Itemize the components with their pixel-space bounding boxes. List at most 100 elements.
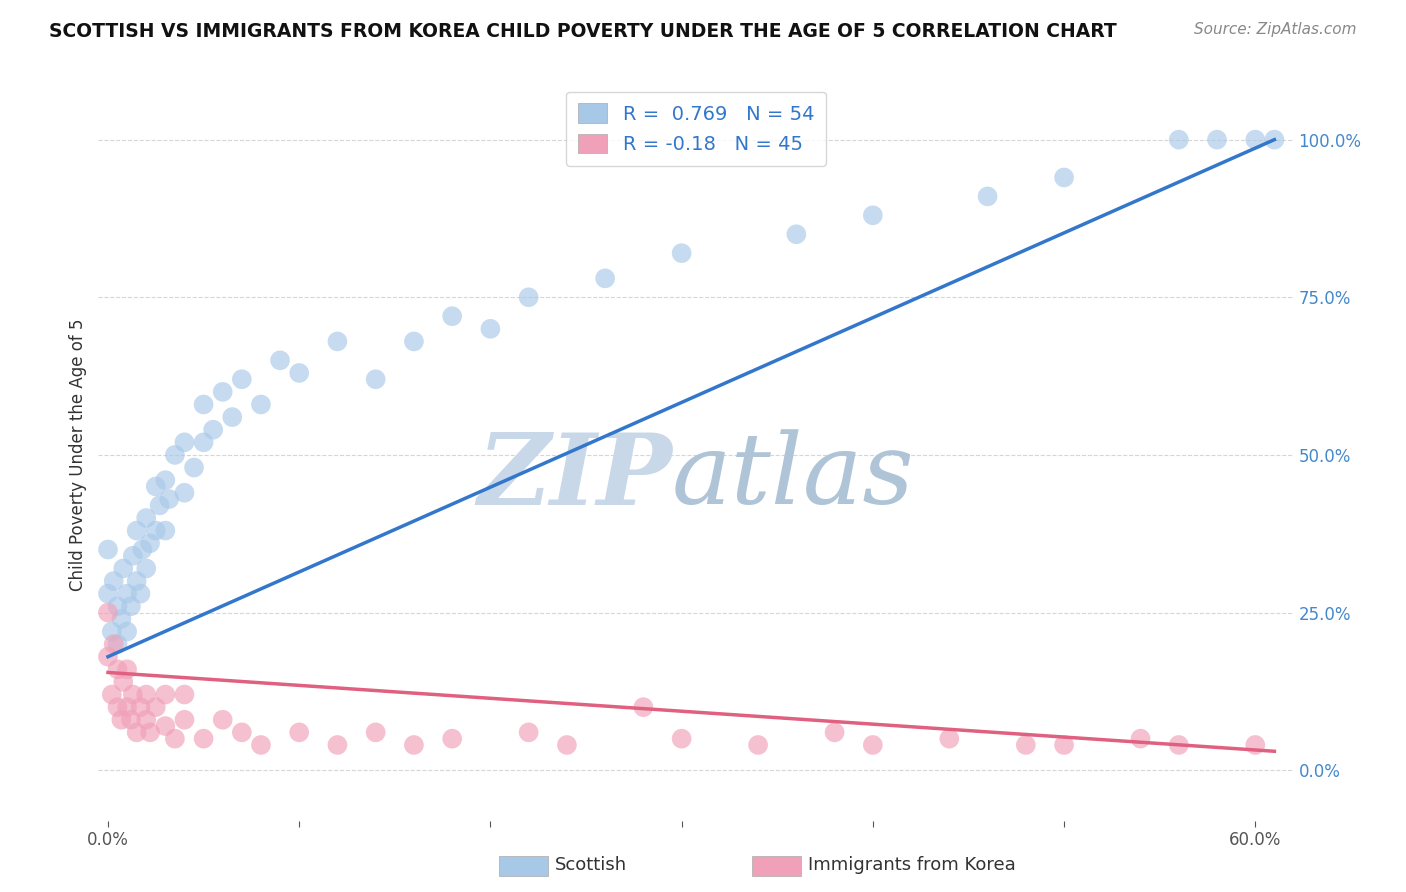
Text: ZIP: ZIP: [477, 429, 672, 525]
Point: [1167, 133, 1189, 147]
Point: [747, 738, 769, 752]
Point: [107, 700, 129, 714]
Point: [149, 499, 172, 513]
Point: [671, 246, 693, 260]
Text: Immigrants from Korea: Immigrants from Korea: [808, 856, 1017, 874]
Point: [269, 353, 291, 368]
Point: [221, 410, 243, 425]
Point: [976, 189, 998, 203]
Point: [441, 731, 464, 746]
Point: [135, 561, 157, 575]
Point: [441, 309, 464, 323]
Point: [1206, 133, 1229, 147]
Text: Scottish: Scottish: [555, 856, 627, 874]
Point: [121, 549, 143, 563]
Point: [183, 460, 205, 475]
Text: SCOTTISH VS IMMIGRANTS FROM KOREA CHILD POVERTY UNDER THE AGE OF 5 CORRELATION C: SCOTTISH VS IMMIGRANTS FROM KOREA CHILD …: [49, 22, 1116, 41]
Point: [1053, 170, 1076, 185]
Point: [155, 524, 177, 538]
Point: [107, 662, 129, 676]
Point: [402, 738, 425, 752]
Point: [193, 397, 215, 411]
Point: [517, 725, 540, 739]
Point: [120, 599, 142, 614]
Point: [1167, 738, 1189, 752]
Point: [288, 366, 311, 380]
Point: [97, 649, 120, 664]
Point: [517, 290, 540, 304]
Point: [173, 485, 195, 500]
Point: [129, 700, 152, 714]
Text: Source: ZipAtlas.com: Source: ZipAtlas.com: [1194, 22, 1357, 37]
Point: [231, 725, 253, 739]
Point: [155, 688, 177, 702]
Legend: R =  0.769   N = 54, R = -0.18   N = 45: R = 0.769 N = 54, R = -0.18 N = 45: [567, 92, 825, 166]
Point: [402, 334, 425, 349]
Point: [139, 725, 162, 739]
Point: [115, 700, 138, 714]
Point: [112, 561, 135, 575]
Text: atlas: atlas: [672, 429, 915, 524]
Point: [125, 524, 148, 538]
Point: [326, 334, 349, 349]
Point: [129, 587, 152, 601]
Point: [131, 542, 153, 557]
Point: [110, 612, 132, 626]
Point: [97, 587, 120, 601]
Point: [938, 731, 960, 746]
Point: [101, 688, 124, 702]
Point: [1015, 738, 1038, 752]
Point: [139, 536, 162, 550]
Point: [163, 731, 186, 746]
Point: [120, 713, 142, 727]
Point: [101, 624, 124, 639]
Point: [163, 448, 186, 462]
Point: [115, 587, 138, 601]
Point: [211, 713, 233, 727]
Point: [107, 599, 129, 614]
Point: [593, 271, 616, 285]
Point: [326, 738, 349, 752]
Point: [193, 731, 215, 746]
Point: [115, 624, 138, 639]
Point: [155, 719, 177, 733]
Point: [211, 384, 233, 399]
Point: [135, 511, 157, 525]
Point: [107, 637, 129, 651]
Point: [231, 372, 253, 386]
Point: [479, 322, 502, 336]
Point: [555, 738, 578, 752]
Point: [173, 688, 195, 702]
Point: [112, 674, 135, 689]
Point: [125, 725, 148, 739]
Point: [173, 435, 195, 450]
Point: [103, 637, 125, 651]
Point: [145, 700, 167, 714]
Y-axis label: Child Poverty Under the Age of 5: Child Poverty Under the Age of 5: [69, 318, 87, 591]
Point: [250, 397, 273, 411]
Point: [125, 574, 148, 588]
Point: [97, 606, 120, 620]
Point: [1263, 133, 1285, 147]
Point: [157, 491, 180, 506]
Point: [193, 435, 215, 450]
Point: [115, 662, 138, 676]
Point: [862, 208, 884, 222]
Point: [1129, 731, 1152, 746]
Point: [785, 227, 807, 242]
Point: [633, 700, 655, 714]
Point: [671, 731, 693, 746]
Point: [135, 688, 157, 702]
Point: [1053, 738, 1076, 752]
Point: [121, 688, 143, 702]
Point: [1244, 133, 1267, 147]
Point: [110, 713, 132, 727]
Point: [155, 473, 177, 487]
Point: [288, 725, 311, 739]
Point: [145, 479, 167, 493]
Point: [862, 738, 884, 752]
Point: [202, 423, 225, 437]
Point: [97, 542, 120, 557]
Point: [364, 372, 387, 386]
Point: [135, 713, 157, 727]
